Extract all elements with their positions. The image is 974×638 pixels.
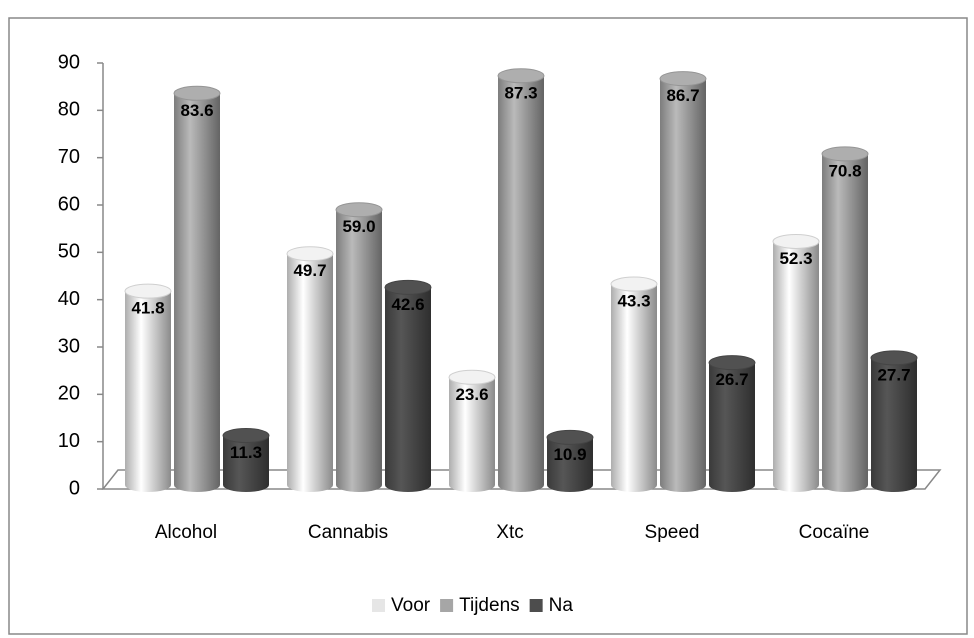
- bar: [822, 153, 868, 492]
- bar-top: [286, 246, 334, 262]
- bar-top: [173, 85, 221, 101]
- value-label: 43.3: [617, 292, 650, 311]
- bar: [773, 241, 819, 492]
- x-tick-label: Xtc: [496, 522, 523, 543]
- value-label: 86.7: [666, 86, 699, 105]
- bar: [611, 284, 657, 492]
- bar-top: [384, 279, 432, 295]
- y-tick-label: 30: [58, 335, 80, 357]
- x-tick-label: Alcohol: [155, 522, 217, 543]
- bar-top: [335, 202, 383, 218]
- bar: [871, 357, 917, 492]
- x-tick-label: Cannabis: [308, 522, 388, 543]
- bar-top: [222, 428, 270, 444]
- y-tick-label: 50: [58, 241, 80, 263]
- bar: [660, 78, 706, 493]
- bar: [547, 437, 593, 492]
- value-label: 49.7: [293, 261, 326, 280]
- value-label: 27.7: [877, 365, 910, 384]
- y-tick-label: 60: [58, 193, 80, 215]
- bar: [709, 362, 755, 492]
- y-tick-label: 80: [58, 99, 80, 121]
- value-label: 83.6: [180, 101, 213, 120]
- legend-swatch: [529, 599, 543, 612]
- y-tick-label: 0: [69, 477, 80, 499]
- y-tick-label: 70: [58, 146, 80, 168]
- value-label: 52.3: [779, 249, 812, 268]
- bar: [223, 435, 269, 492]
- bar: [336, 209, 382, 492]
- y-tick-label: 20: [58, 383, 80, 405]
- bar-top: [610, 276, 658, 292]
- legend-label: Tijdens: [459, 595, 520, 616]
- bar-top: [870, 350, 918, 366]
- y-tick-label: 40: [58, 288, 80, 310]
- value-label: 10.9: [553, 445, 586, 464]
- x-tick-label: Cocaïne: [799, 522, 870, 543]
- y-tick-label: 10: [58, 430, 80, 452]
- value-label: 87.3: [504, 83, 537, 102]
- legend-label: Na: [549, 595, 574, 616]
- y-tick-label: 90: [58, 51, 80, 73]
- x-tick-label: Speed: [645, 522, 700, 543]
- bar: [174, 93, 220, 492]
- legend-swatch: [372, 599, 385, 612]
- legend-swatch: [440, 599, 454, 612]
- bar: [498, 75, 544, 492]
- bar-top: [497, 68, 545, 84]
- bar: [449, 377, 495, 492]
- value-label: 23.6: [455, 385, 488, 404]
- bar: [385, 287, 431, 492]
- bar-top: [821, 146, 869, 162]
- value-label: 11.3: [230, 443, 262, 462]
- value-label: 42.6: [391, 295, 424, 314]
- bar-top: [772, 233, 820, 249]
- bar-top: [124, 283, 172, 299]
- value-label: 59.0: [342, 217, 375, 236]
- bar-top: [708, 355, 756, 371]
- value-label: 70.8: [828, 161, 861, 180]
- value-label: 26.7: [715, 370, 748, 389]
- legend-label: Voor: [391, 595, 431, 616]
- bar: [287, 253, 333, 492]
- bar-top: [546, 429, 594, 445]
- bar-top: [659, 71, 707, 87]
- value-label: 41.8: [131, 299, 164, 318]
- bar: [125, 291, 171, 492]
- bar-top: [448, 369, 496, 385]
